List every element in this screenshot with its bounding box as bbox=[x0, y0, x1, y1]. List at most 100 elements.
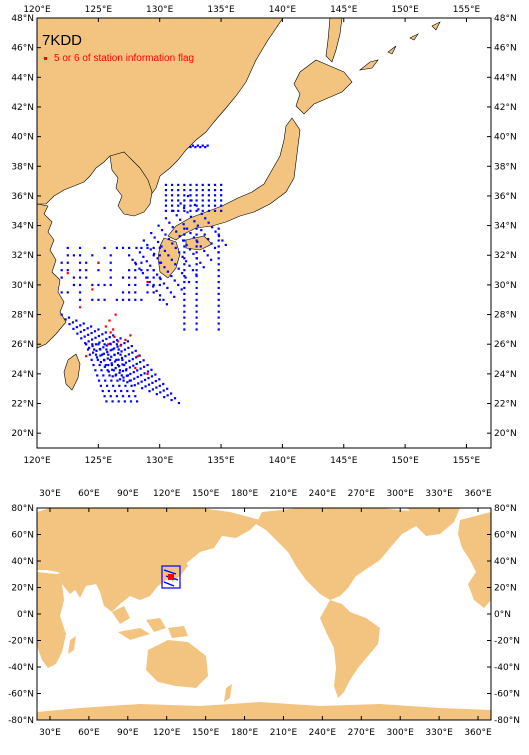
station-point bbox=[171, 205, 173, 207]
station-point bbox=[196, 239, 198, 241]
station-point bbox=[196, 293, 198, 295]
station-point bbox=[189, 184, 191, 186]
station-point bbox=[218, 275, 220, 277]
station-point bbox=[111, 364, 113, 366]
station-point bbox=[124, 385, 126, 387]
station-point bbox=[116, 247, 118, 249]
station-point bbox=[204, 233, 206, 235]
station-point bbox=[122, 376, 124, 378]
station-point bbox=[225, 244, 227, 246]
lon-tick-label-bottom: 130°E bbox=[146, 456, 174, 466]
station-point bbox=[218, 239, 220, 241]
station-point bbox=[131, 345, 133, 347]
station-point bbox=[189, 189, 191, 191]
station-point bbox=[61, 276, 63, 278]
station-point bbox=[190, 199, 192, 201]
lat-tick-label-left: 44°N bbox=[11, 73, 34, 83]
station-point bbox=[118, 372, 120, 374]
lon-tick-label-bottom: 135°E bbox=[207, 456, 235, 466]
station-point bbox=[190, 216, 192, 218]
lat-tick-label-right: 30°N bbox=[494, 281, 517, 291]
station-point bbox=[79, 254, 81, 256]
lat-tick-label-left: 46°N bbox=[11, 44, 34, 54]
station-point bbox=[165, 194, 167, 196]
station-point bbox=[193, 220, 195, 222]
station-point bbox=[128, 276, 130, 278]
station-point bbox=[100, 369, 102, 371]
station-point bbox=[144, 379, 146, 381]
station-point bbox=[170, 399, 172, 401]
global-lon-label-top: 360°E bbox=[464, 489, 492, 499]
flagged-station-point bbox=[97, 262, 99, 264]
station-point bbox=[194, 204, 196, 206]
station-point bbox=[183, 245, 185, 247]
station-point bbox=[153, 254, 155, 256]
station-point bbox=[197, 225, 199, 227]
station-point bbox=[128, 291, 130, 293]
station-point bbox=[123, 364, 125, 366]
station-point bbox=[177, 189, 179, 191]
station-point bbox=[159, 262, 161, 264]
station-point bbox=[92, 352, 94, 354]
station-point bbox=[183, 223, 185, 225]
lat-tick-label-right: 22°N bbox=[494, 400, 517, 410]
station-point bbox=[79, 262, 81, 264]
lon-tick-label-bottom: 155°E bbox=[453, 456, 481, 466]
station-point bbox=[143, 239, 145, 241]
lon-tick-label-top: 125°E bbox=[85, 5, 113, 15]
station-point bbox=[134, 291, 136, 293]
station-point bbox=[136, 363, 138, 365]
station-point bbox=[67, 269, 69, 271]
station-point bbox=[163, 266, 165, 268]
flagged-station-point bbox=[107, 343, 109, 345]
station-point bbox=[72, 328, 74, 330]
station-point bbox=[167, 254, 169, 256]
station-point bbox=[183, 275, 185, 277]
station-point bbox=[167, 394, 169, 396]
station-point bbox=[186, 228, 188, 230]
station-point bbox=[110, 395, 112, 397]
station-point bbox=[125, 369, 127, 371]
station-point bbox=[97, 343, 99, 345]
station-point bbox=[125, 362, 127, 364]
station-point bbox=[193, 236, 195, 238]
station-point bbox=[189, 232, 191, 234]
station-point bbox=[203, 266, 205, 268]
station-point bbox=[218, 245, 220, 247]
station-point bbox=[79, 276, 81, 278]
station-point bbox=[174, 279, 176, 281]
global-lon-label-bottom: 90°E bbox=[117, 728, 139, 738]
station-point bbox=[196, 233, 198, 235]
flagged-station-point bbox=[67, 272, 69, 274]
station-point bbox=[110, 269, 112, 271]
station-point bbox=[166, 287, 168, 289]
lat-tick-label-right: 46°N bbox=[494, 44, 517, 54]
lat-tick-label-right: 44°N bbox=[494, 73, 517, 83]
station-point bbox=[97, 269, 99, 271]
station-point bbox=[146, 291, 148, 293]
flagged-station-point bbox=[79, 306, 81, 308]
station-point bbox=[196, 299, 198, 301]
station-point bbox=[126, 390, 128, 392]
station-point bbox=[127, 374, 129, 376]
station-point bbox=[183, 228, 185, 230]
station-point bbox=[119, 378, 121, 380]
global-lon-label-top: 300°E bbox=[387, 489, 415, 499]
station-point bbox=[128, 353, 130, 355]
station-point bbox=[155, 380, 157, 382]
lat-tick-label-right: 20°N bbox=[494, 429, 517, 439]
station-point bbox=[168, 222, 170, 224]
lon-tick-label-top: 140°E bbox=[269, 5, 297, 15]
station-point bbox=[146, 247, 148, 249]
station-point bbox=[92, 364, 94, 366]
flagged-station-point bbox=[146, 373, 148, 375]
station-point bbox=[124, 349, 126, 351]
station-point bbox=[124, 355, 126, 357]
global-lon-label-top: 120°E bbox=[153, 489, 181, 499]
station-point bbox=[183, 184, 185, 186]
lat-tick-label-right: 32°N bbox=[494, 251, 517, 261]
station-point bbox=[183, 328, 185, 330]
lat-tick-label-right: 38°N bbox=[494, 162, 517, 172]
station-point bbox=[146, 244, 148, 246]
station-point bbox=[134, 395, 136, 397]
